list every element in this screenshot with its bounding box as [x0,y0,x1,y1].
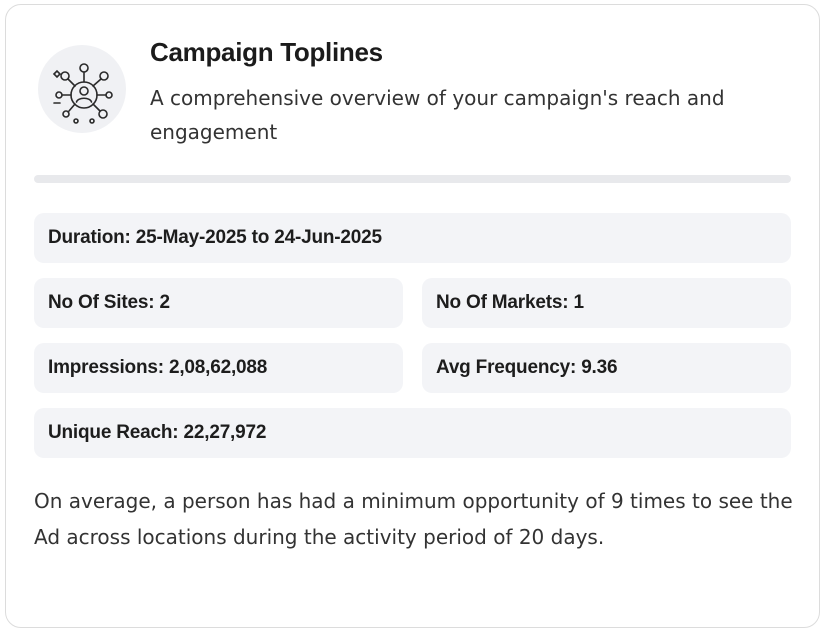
stat-duration-value: 25-May-2025 to 24-Jun-2025 [135,227,382,248]
stat-markets-value: 1 [573,292,584,313]
card-subtitle: A comprehensive overview of your campaig… [150,86,725,144]
stat-sites-value: 2 [159,292,170,313]
stat-impressions-label: Impressions [48,357,169,379]
stat-duration-label: Duration [48,227,136,249]
stat-markets: No Of Markets 1 [422,278,791,328]
stat-sites-label: No Of Sites [48,292,159,314]
card-header: Campaign Toplines A comprehensive overvi… [34,37,794,149]
stat-frequency-label: Avg Frequency [436,357,581,379]
divider [34,175,791,183]
network-people-icon [38,45,126,133]
stat-impressions-value: 2,08,62,088 [168,357,268,378]
campaign-toplines-card: Campaign Toplines A comprehensive overvi… [5,4,820,628]
stat-frequency: Avg Frequency 9.36 [422,343,791,393]
stat-frequency-value: 9.36 [581,357,618,378]
stat-sites: No Of Sites 2 [34,278,403,328]
stat-reach-value: 22,27,972 [183,422,267,443]
stat-reach-label: Unique Reach [48,422,184,444]
stat-duration: Duration 25-May-2025 to 24-Jun-2025 [34,213,791,263]
stat-markets-label: No Of Markets [436,292,573,314]
stat-unique-reach: Unique Reach 22,27,972 [34,408,791,458]
card-title: Campaign Toplines [150,37,383,67]
stat-impressions: Impressions 2,08,62,088 [34,343,403,393]
summary-text: On average, a person has had a minimum o… [34,489,793,549]
